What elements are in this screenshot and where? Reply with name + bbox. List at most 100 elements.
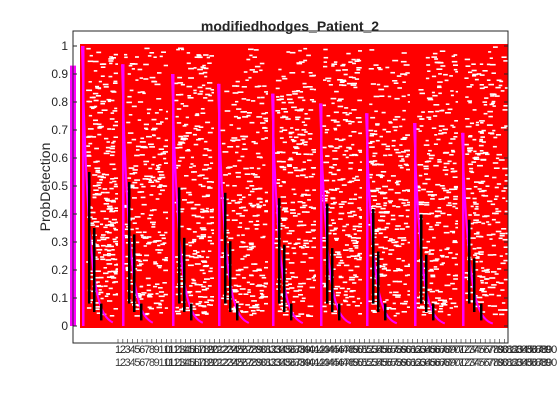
- gap-mark: [149, 76, 156, 79]
- gap-mark: [354, 247, 359, 249]
- x-tick-label-shadow: 8: [149, 357, 155, 369]
- gap-mark: [185, 132, 192, 134]
- gap-mark: [334, 147, 340, 149]
- gap-mark: [107, 205, 113, 208]
- x-tick-label-shadow: 31: [260, 357, 272, 369]
- gap-mark: [202, 210, 209, 212]
- gap-mark: [388, 122, 393, 124]
- gap-mark: [329, 229, 335, 232]
- gap-mark: [397, 280, 403, 283]
- gap-mark: [359, 187, 365, 189]
- gap-mark: [422, 307, 426, 309]
- gap-mark: [450, 282, 455, 285]
- gap-mark: [249, 121, 255, 124]
- gap-mark: [342, 119, 348, 121]
- gap-mark: [155, 198, 160, 200]
- gap-mark: [221, 182, 225, 184]
- gap-mark: [426, 64, 431, 66]
- gap-mark: [286, 94, 292, 96]
- gap-mark: [479, 138, 484, 141]
- gap-mark: [125, 266, 129, 269]
- gap-mark: [126, 121, 131, 124]
- gap-mark: [238, 207, 243, 209]
- gap-mark: [354, 193, 358, 196]
- gap-mark: [130, 218, 135, 220]
- gap-mark: [263, 117, 269, 120]
- x-tick-label: 50: [352, 344, 364, 356]
- gap-mark: [369, 133, 375, 135]
- gap-mark: [333, 61, 338, 63]
- gap-mark: [93, 302, 99, 304]
- gap-mark: [255, 220, 260, 222]
- gap-mark: [292, 93, 298, 95]
- gap-mark: [235, 301, 240, 303]
- gap-mark: [231, 210, 236, 212]
- gap-mark: [491, 305, 498, 307]
- gap-mark: [177, 143, 183, 146]
- gap-mark: [433, 302, 440, 305]
- gap-mark: [468, 101, 472, 104]
- gap-mark: [134, 216, 141, 218]
- gap-mark: [333, 228, 337, 231]
- gap-mark: [499, 313, 505, 316]
- gap-mark: [240, 111, 246, 113]
- gap-mark: [469, 167, 474, 170]
- gap-mark: [348, 167, 353, 170]
- gap-mark: [351, 82, 358, 85]
- gap-mark: [210, 299, 216, 302]
- gap-mark: [259, 69, 263, 72]
- gap-mark: [286, 278, 291, 280]
- gap-mark: [136, 296, 142, 298]
- x-tick-label: 58: [390, 344, 402, 356]
- black-segment: [183, 237, 186, 312]
- gap-mark: [256, 309, 260, 311]
- gap-mark: [198, 305, 204, 307]
- gap-mark: [395, 225, 401, 227]
- x-tick-label-shadow: 10: [158, 357, 170, 369]
- gap-mark: [424, 161, 429, 163]
- gap-mark: [336, 99, 342, 102]
- gap-mark: [146, 236, 152, 238]
- gap-mark: [162, 258, 168, 261]
- gap-mark: [344, 107, 349, 109]
- gap-mark: [299, 206, 306, 209]
- gap-mark: [405, 189, 411, 191]
- gap-mark: [356, 254, 360, 257]
- gap-mark: [203, 264, 210, 267]
- gap-mark: [372, 311, 377, 313]
- gap-mark: [397, 269, 404, 272]
- gap-mark: [326, 224, 333, 227]
- gap-mark: [452, 240, 457, 242]
- gap-mark: [103, 226, 108, 229]
- gap-mark: [381, 143, 387, 146]
- gap-mark: [399, 228, 405, 230]
- gap-mark: [288, 230, 295, 232]
- gap-mark: [298, 61, 305, 63]
- x-tick-label-shadow: 27: [241, 357, 253, 369]
- gap-mark: [157, 178, 162, 180]
- x-tick-label: 59: [395, 344, 407, 356]
- gap-mark: [243, 209, 248, 212]
- gap-mark: [407, 274, 411, 276]
- gap-mark: [499, 255, 503, 257]
- x-tick-label: 29: [250, 344, 262, 356]
- gap-mark: [149, 175, 153, 178]
- gap-mark: [343, 73, 348, 76]
- x-tick-label-shadow: 16: [187, 357, 199, 369]
- gap-mark: [256, 131, 260, 134]
- gap-mark: [475, 152, 481, 155]
- gap-mark: [451, 149, 455, 152]
- gap-mark: [235, 273, 241, 276]
- gap-mark: [115, 268, 121, 270]
- gap-mark: [95, 284, 102, 287]
- gap-mark: [180, 187, 187, 190]
- gap-mark: [390, 308, 397, 310]
- gap-mark: [443, 73, 448, 76]
- x-tick-label: 68: [439, 344, 451, 356]
- gap-mark: [194, 314, 200, 316]
- gap-mark: [281, 151, 286, 154]
- gap-mark: [251, 100, 256, 102]
- gap-mark: [300, 134, 306, 136]
- gap-mark: [404, 265, 410, 267]
- x-tick-label-shadow: 28: [245, 357, 257, 369]
